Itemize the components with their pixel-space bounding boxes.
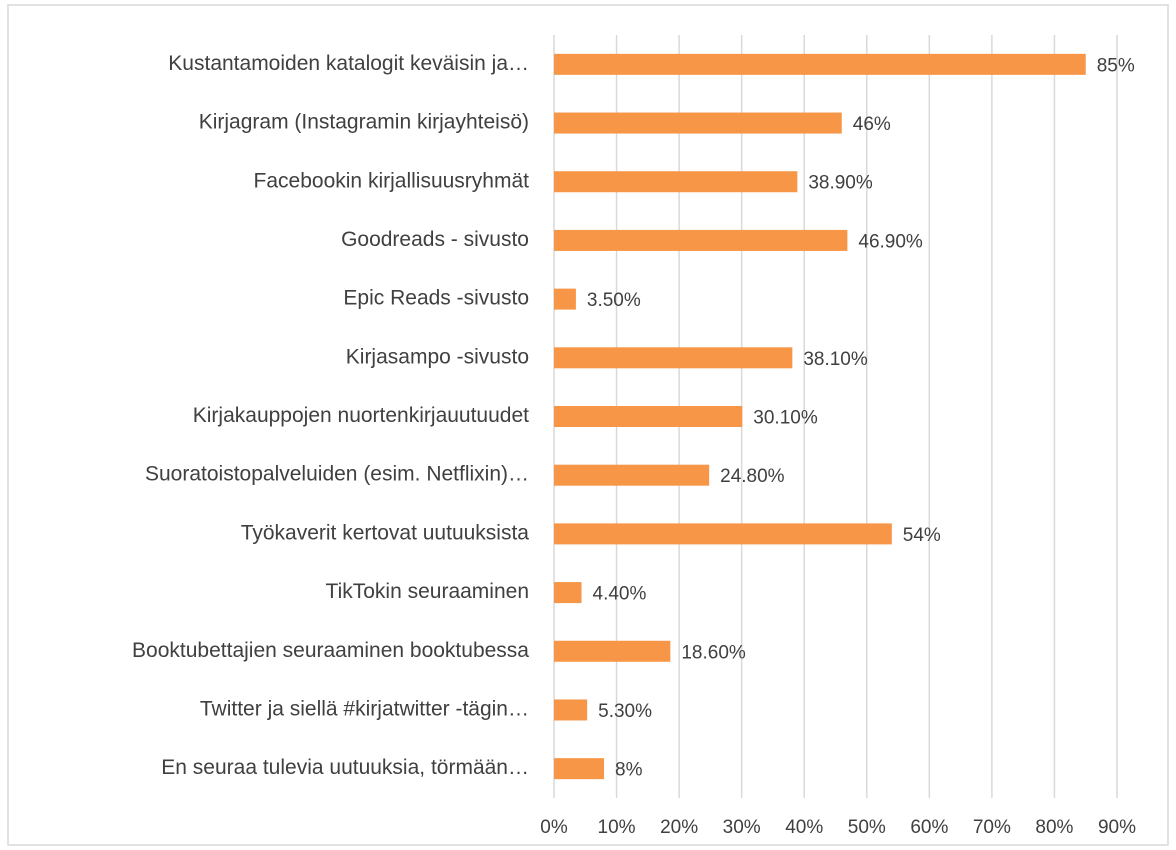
value-label: 38.10%	[803, 349, 868, 370]
category-label: Kirjasampo -sivusto	[346, 345, 529, 368]
bar	[554, 582, 582, 604]
category-label: Työkaverit kertovat uutuuksista	[241, 521, 530, 544]
bar	[554, 347, 793, 369]
category-label: Kustantamoiden katalogit keväisin ja…	[168, 52, 529, 75]
x-tick-label: 20%	[660, 817, 698, 838]
x-tick-label: 60%	[910, 817, 948, 838]
bar	[554, 229, 848, 251]
category-label: Booktubettajien seuraaminen booktubessa	[132, 639, 529, 662]
bar	[554, 699, 588, 721]
value-label: 54%	[903, 525, 941, 546]
category-label: TikTokin seuraaminen	[326, 580, 529, 603]
category-label: Twitter ja siellä #kirjatwitter -tägin…	[200, 698, 529, 721]
bar	[554, 758, 605, 780]
bar	[554, 640, 671, 662]
x-tick-label: 80%	[1035, 817, 1073, 838]
x-tick-label: 70%	[973, 817, 1011, 838]
x-tick-label: 40%	[785, 817, 823, 838]
value-label: 3.50%	[587, 290, 641, 311]
value-label: 85%	[1097, 55, 1135, 76]
value-label: 46%	[853, 114, 891, 135]
bar	[554, 523, 892, 545]
category-label: Kirjagram (Instagramin kirjayhteisö)	[199, 111, 529, 134]
value-label: 18.60%	[681, 642, 746, 663]
x-tick-label: 50%	[848, 817, 886, 838]
value-label: 38.90%	[808, 173, 873, 194]
category-label: Facebookin kirjallisuusryhmät	[254, 169, 530, 192]
x-tick-label: 10%	[598, 817, 636, 838]
bar	[554, 171, 798, 193]
bar	[554, 406, 743, 427]
bar	[554, 112, 842, 134]
category-label: Epic Reads -sivusto	[343, 287, 529, 310]
x-tick-label: 30%	[723, 817, 761, 838]
value-label: 5.30%	[598, 701, 652, 722]
category-label: En seuraa tulevia uutuuksia, törmään…	[161, 756, 529, 779]
bar	[554, 464, 710, 486]
category-label: Kirjakauppojen nuortenkirjauutuudet	[193, 404, 529, 427]
x-tick-label: 0%	[540, 817, 568, 838]
x-tick-label: 90%	[1098, 817, 1136, 838]
bar	[554, 288, 576, 310]
value-label: 30.10%	[753, 408, 818, 429]
value-label: 8%	[615, 760, 643, 781]
value-label: 46.90%	[858, 231, 923, 252]
category-label: Goodreads - sivusto	[341, 228, 529, 251]
value-label: 4.40%	[593, 584, 647, 605]
bar	[554, 53, 1086, 75]
value-label: 24.80%	[720, 466, 785, 487]
category-label: Suoratoistopalveluiden (esim. Netflixin)…	[145, 463, 529, 486]
